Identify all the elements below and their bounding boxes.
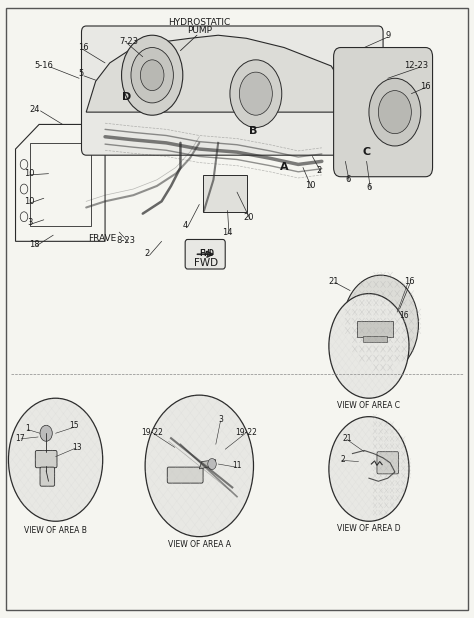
Circle shape — [343, 275, 419, 374]
FancyBboxPatch shape — [334, 48, 433, 177]
Circle shape — [369, 78, 421, 146]
Circle shape — [131, 48, 173, 103]
Text: 6: 6 — [345, 176, 350, 184]
Text: 19-22: 19-22 — [141, 428, 163, 436]
Text: FWD: FWD — [194, 258, 219, 268]
Text: 10: 10 — [25, 169, 35, 178]
Text: C: C — [363, 147, 371, 157]
Circle shape — [230, 60, 282, 127]
Text: 3: 3 — [218, 415, 223, 424]
Circle shape — [329, 294, 409, 398]
Text: 16: 16 — [404, 277, 414, 286]
Text: 10: 10 — [305, 182, 315, 190]
Circle shape — [378, 91, 411, 133]
Text: 20: 20 — [244, 213, 254, 222]
Text: 3: 3 — [27, 218, 32, 227]
Text: 13: 13 — [72, 443, 82, 452]
Polygon shape — [199, 460, 216, 469]
Text: 1: 1 — [25, 425, 30, 433]
Text: VIEW OF AREA C: VIEW OF AREA C — [337, 401, 401, 410]
Circle shape — [40, 425, 52, 441]
FancyBboxPatch shape — [185, 240, 225, 269]
Text: 16: 16 — [400, 311, 409, 320]
Text: D: D — [122, 91, 131, 102]
Text: 18: 18 — [29, 240, 40, 249]
Text: 19-22: 19-22 — [236, 428, 257, 436]
Text: 2: 2 — [341, 455, 346, 464]
Text: 9: 9 — [385, 31, 391, 40]
Text: 17: 17 — [16, 434, 25, 442]
Circle shape — [329, 417, 409, 521]
Text: 21: 21 — [343, 434, 353, 442]
FancyBboxPatch shape — [82, 26, 383, 155]
Text: 12-23: 12-23 — [404, 61, 428, 70]
Text: 16: 16 — [79, 43, 89, 52]
Text: 2: 2 — [317, 166, 322, 175]
Text: VIEW OF AREA A: VIEW OF AREA A — [168, 540, 231, 549]
Text: 10: 10 — [25, 197, 35, 206]
Circle shape — [145, 395, 254, 536]
Text: A: A — [280, 163, 289, 172]
FancyBboxPatch shape — [365, 316, 394, 339]
Text: 2: 2 — [145, 249, 150, 258]
FancyBboxPatch shape — [377, 452, 399, 474]
Circle shape — [121, 35, 183, 115]
Text: 21: 21 — [328, 277, 339, 286]
Text: B: B — [249, 125, 258, 135]
Text: 14: 14 — [222, 227, 233, 237]
Circle shape — [239, 72, 273, 115]
Text: 6: 6 — [366, 183, 372, 192]
Text: 4: 4 — [182, 221, 188, 231]
Text: FWD: FWD — [199, 250, 214, 258]
Text: 5-16: 5-16 — [34, 61, 53, 70]
FancyBboxPatch shape — [36, 451, 57, 468]
Text: FRAVE: FRAVE — [89, 234, 117, 243]
Text: 8-23: 8-23 — [117, 235, 136, 245]
Circle shape — [9, 398, 103, 521]
FancyBboxPatch shape — [357, 321, 393, 337]
Circle shape — [140, 60, 164, 91]
Circle shape — [208, 459, 216, 470]
Text: 16: 16 — [420, 82, 431, 91]
Polygon shape — [86, 35, 341, 112]
Text: VIEW OF AREA D: VIEW OF AREA D — [337, 524, 401, 533]
Text: HYDROSTATIC: HYDROSTATIC — [168, 19, 230, 27]
Text: 5: 5 — [79, 69, 84, 78]
Text: 7-23: 7-23 — [119, 37, 138, 46]
Text: PUMP: PUMP — [187, 27, 212, 35]
FancyBboxPatch shape — [167, 467, 203, 483]
FancyBboxPatch shape — [40, 467, 55, 486]
FancyBboxPatch shape — [363, 336, 387, 342]
Text: VIEW OF AREA B: VIEW OF AREA B — [24, 525, 87, 535]
Text: 15: 15 — [70, 421, 79, 430]
Text: 24: 24 — [29, 104, 40, 114]
FancyBboxPatch shape — [203, 176, 247, 212]
Text: 11: 11 — [232, 462, 242, 470]
